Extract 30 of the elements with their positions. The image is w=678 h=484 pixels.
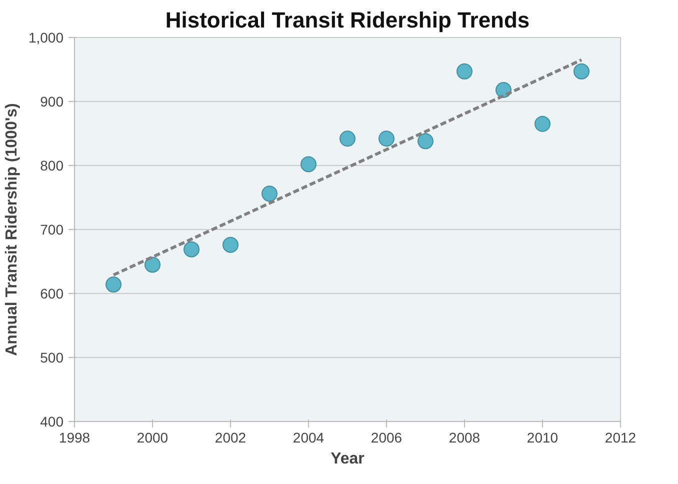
x-tick-label: 1998	[58, 430, 90, 446]
point	[574, 63, 590, 80]
y-axis-title: Annual Transit Ridership (1000's)	[3, 103, 20, 356]
y-tick-label: 500	[40, 350, 64, 366]
x-tick-label: 2010	[526, 430, 558, 446]
y-tick-label: 900	[40, 94, 64, 110]
x-tick-label: 2002	[214, 430, 246, 446]
x-tick-label: 2004	[292, 430, 324, 446]
point	[300, 156, 316, 172]
point	[262, 186, 278, 202]
x-tick-label: 2000	[136, 430, 168, 446]
x-axis-title: Year	[330, 450, 364, 468]
y-tick-label: 1,000	[28, 30, 64, 46]
point	[456, 63, 472, 80]
point	[222, 236, 238, 253]
y-tick-label: 600	[40, 286, 64, 302]
point	[144, 256, 160, 273]
chart-title: Historical Transit Ridership Trends	[165, 8, 530, 32]
x-tick-label: 2006	[370, 430, 402, 446]
point	[184, 241, 200, 258]
point	[418, 133, 434, 150]
x-tick-label: 2012	[604, 430, 636, 446]
point	[534, 116, 550, 132]
x-tick-label: 2008	[448, 430, 480, 446]
point	[378, 130, 394, 147]
y-tick-label: 800	[40, 158, 64, 174]
point	[106, 276, 122, 293]
y-tick-label: 400	[40, 414, 64, 430]
y-tick-label: 700	[40, 222, 64, 238]
point	[340, 130, 356, 147]
